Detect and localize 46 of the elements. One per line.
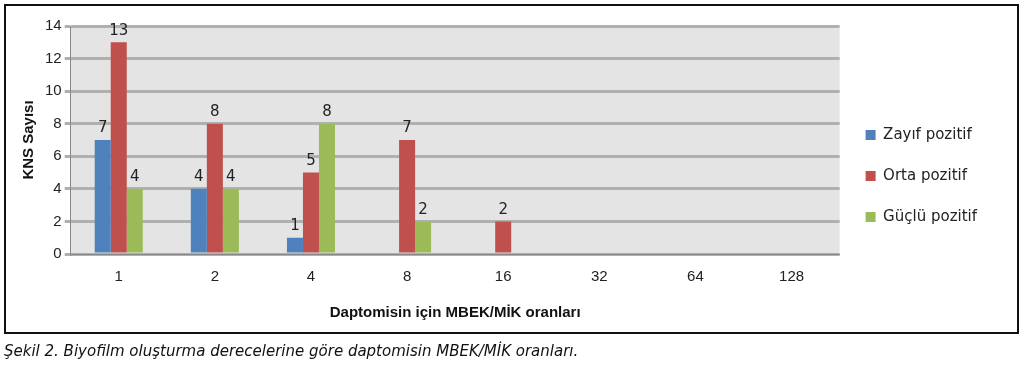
x-tick-label: 2 [210, 267, 220, 285]
data-label: 4 [226, 167, 236, 186]
x-tick-label: 8 [402, 267, 412, 285]
data-label: 7 [402, 118, 412, 137]
y-tick-label: 14 [45, 16, 62, 34]
data-label: 5 [306, 150, 316, 169]
y-tick-label: 0 [53, 244, 62, 262]
bar [206, 123, 223, 253]
bar [110, 42, 127, 253]
bar [318, 123, 335, 253]
data-label: 13 [109, 20, 129, 39]
x-tick-label: 32 [590, 267, 608, 285]
x-tick-label: 128 [779, 267, 805, 285]
y-axis-title: KNS Sayısı [19, 100, 37, 180]
legend-label: Zayıf pozitif [883, 124, 973, 143]
bar [190, 188, 207, 253]
data-label: 4 [194, 167, 204, 186]
data-label: 8 [322, 102, 332, 121]
legend-label: Güçlü pozitif [883, 206, 978, 225]
data-label: 7 [97, 118, 108, 137]
bar [222, 188, 239, 253]
text: Şekil 2. Biyofilm oluşturma derecelerine göre daptomisin MBEK/MİK oranları. [4, 342, 579, 360]
x-tick-label: 64 [687, 267, 704, 285]
data-label: 1 [290, 216, 300, 235]
y-tick-label: 12 [45, 48, 62, 66]
y-tick-label: 6 [53, 146, 62, 164]
bar [302, 172, 319, 253]
legend-label: Orta pozitif [883, 165, 968, 184]
bar [286, 237, 303, 253]
x-tick-label: 1 [114, 267, 123, 285]
data-label: 8 [210, 102, 220, 121]
bar [126, 188, 143, 253]
y-tick-label: 10 [45, 81, 62, 99]
y-tick-label: 8 [53, 113, 62, 131]
data-label: 2 [498, 199, 508, 218]
x-tick-label: 4 [306, 267, 316, 285]
bar [415, 221, 432, 253]
x-tick-label: 16 [494, 267, 512, 285]
x-axis-title: Daptomisin için MBEK/MİK oranları [329, 303, 581, 321]
bar [495, 221, 512, 253]
bar [399, 140, 416, 253]
data-label: 2 [418, 199, 428, 218]
bar [94, 140, 111, 253]
y-tick-label: 4 [53, 179, 62, 196]
data-label: 4 [129, 167, 140, 186]
y-tick-label: 2 [53, 211, 62, 229]
